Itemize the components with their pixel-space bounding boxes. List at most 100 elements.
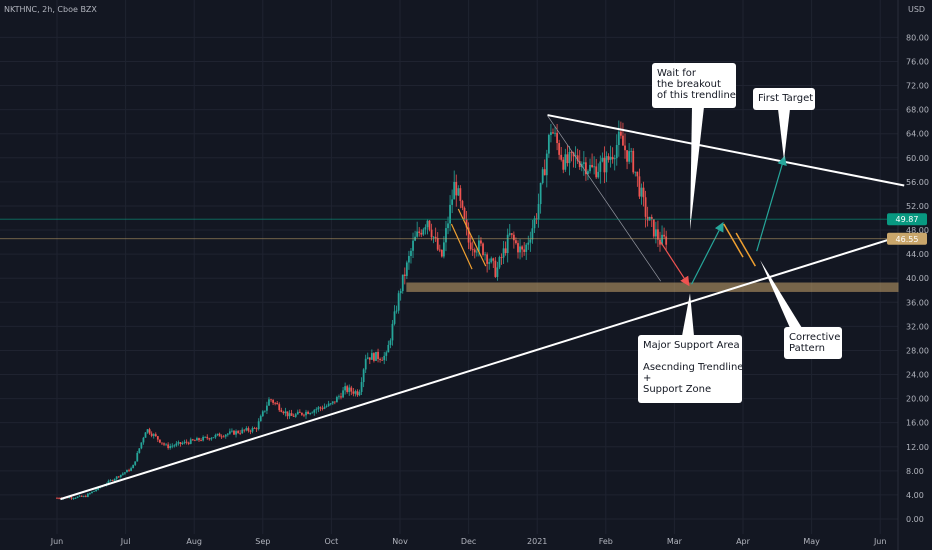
candle-body: [255, 428, 258, 430]
callout-support-text: Major Support Area: [643, 340, 740, 351]
candle-body: [74, 497, 77, 499]
candle-body: [146, 429, 149, 433]
candle-body: [175, 443, 178, 446]
up-arrow-1: [691, 221, 724, 285]
candle-body: [475, 251, 478, 253]
callout-support: Major Support Area Asecnding Trendline+Su…: [638, 293, 743, 403]
candle-body: [298, 411, 301, 413]
candle-body: [492, 258, 495, 261]
candle-body: [134, 461, 137, 465]
candle-body: [527, 242, 530, 245]
x-tick-label: May: [803, 537, 820, 546]
candle-body: [545, 153, 548, 176]
candle-body: [327, 403, 330, 407]
candle-body: [463, 207, 466, 220]
candle-body: [231, 430, 233, 432]
candle-body: [438, 249, 441, 251]
candle-body: [191, 439, 194, 441]
candle-body: [368, 357, 371, 360]
candle-body: [622, 135, 624, 146]
candle-body: [278, 404, 281, 411]
candle-body: [366, 357, 369, 359]
candle-body: [562, 159, 565, 170]
candle-body: [457, 188, 460, 196]
candle-body: [393, 311, 396, 324]
candle-body: [603, 157, 606, 173]
candle-body: [373, 353, 375, 361]
candle-body: [235, 431, 237, 435]
candle-body: [224, 434, 227, 437]
candle-body: [163, 443, 165, 445]
candle-body: [167, 444, 170, 449]
candle-body: [510, 233, 513, 235]
y-tick-label: 76.00: [906, 57, 929, 66]
candle-body: [443, 242, 445, 257]
candle-body: [56, 497, 58, 499]
candle-body: [370, 353, 373, 360]
y-tick-label: 68.00: [906, 106, 929, 115]
candle-body: [519, 246, 521, 253]
candle-body: [517, 243, 519, 253]
candle-body: [292, 415, 295, 417]
y-tick-label: 56.00: [906, 178, 929, 187]
candle-body: [451, 199, 454, 205]
callout-corrective-text: Pattern: [789, 343, 825, 354]
candle-body: [453, 181, 456, 200]
candle-body: [564, 154, 567, 170]
candle-body: [543, 169, 546, 176]
candle-body: [130, 468, 132, 471]
x-tick-label: Jun: [50, 537, 64, 546]
candle-body: [541, 169, 544, 183]
candle-body: [480, 240, 482, 244]
candle-body: [459, 188, 462, 201]
candle-body: [198, 438, 200, 441]
candle-body: [659, 239, 661, 245]
candle-body: [259, 416, 262, 422]
candle-body: [385, 352, 388, 356]
candle-body: [640, 187, 643, 197]
candle-body: [449, 204, 451, 224]
candle-body: [547, 134, 550, 154]
candle-body: [397, 293, 400, 311]
candle-body: [294, 414, 297, 417]
candle-body: [634, 171, 637, 173]
candle-body: [379, 358, 382, 360]
candle-body: [253, 428, 256, 429]
candle-body: [257, 421, 260, 430]
candle-body: [617, 131, 620, 146]
candle-body: [605, 156, 608, 173]
x-axis: Jun Jul Aug Sep Oct Nov Dec 2021 Feb Mar Apr May Jun: [50, 537, 887, 546]
candle-body: [597, 171, 600, 178]
x-tick-label: Mar: [667, 537, 683, 546]
candle-body: [301, 412, 303, 415]
price-tag-label: 46.55: [896, 235, 919, 244]
candle-body: [661, 234, 663, 245]
candle-body: [578, 161, 581, 168]
candle-body: [504, 248, 507, 254]
symbol-label: NKTHNC, 2h, Cboe BZX: [4, 5, 97, 14]
candle-body: [169, 446, 172, 449]
candle-body: [611, 156, 614, 160]
candle-body: [508, 233, 511, 235]
candle-body: [585, 162, 587, 175]
candle-body: [126, 469, 128, 473]
candle-body: [165, 444, 167, 446]
candle-body: [348, 387, 351, 392]
candle-body: [150, 433, 153, 436]
candle-body: [420, 232, 423, 235]
candle-body: [461, 200, 464, 208]
candle-body: [589, 164, 591, 172]
candle-body: [177, 442, 180, 444]
candle-body: [352, 391, 355, 394]
candle-body: [78, 495, 81, 497]
candle-body: [484, 254, 486, 256]
candle-body: [315, 409, 318, 411]
candle-body: [619, 131, 622, 136]
x-tick-label: Sep: [255, 537, 270, 546]
candle-body: [408, 255, 410, 263]
x-tick-label: Jun: [873, 537, 887, 546]
chart-grid: [0, 0, 899, 550]
candle-body: [515, 240, 517, 244]
candle-body: [274, 402, 277, 404]
candle-body: [296, 411, 299, 415]
